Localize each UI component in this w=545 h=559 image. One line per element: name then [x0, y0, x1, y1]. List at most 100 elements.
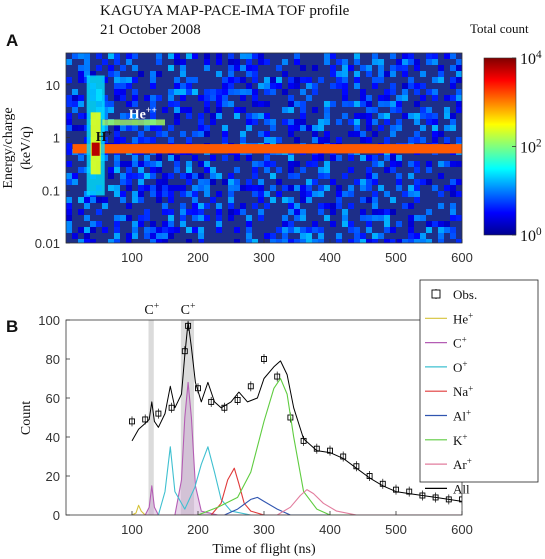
ion-marker-label: C+: [181, 301, 196, 318]
heatmap-noise-cell: [222, 179, 228, 185]
heatmap-noise-cell: [360, 215, 366, 221]
heatmap-noise-cell: [300, 89, 306, 95]
heatmap-noise-cell: [78, 95, 84, 101]
heatmap-noise-cell: [294, 239, 300, 243]
heatmap-noise-cell: [318, 119, 324, 125]
heatmap-noise-cell: [444, 113, 450, 119]
heatmap-noise-cell: [66, 215, 72, 221]
heatmap-noise-cell: [390, 167, 396, 173]
heatmap-noise-cell: [432, 137, 438, 143]
heatmap-noise-cell: [378, 65, 384, 71]
heatmap-noise-cell: [186, 209, 192, 215]
heatmap-noise-cell: [210, 155, 216, 161]
heatmap-noise-cell: [372, 107, 378, 113]
heatmap-noise-cell: [126, 173, 132, 179]
heatmap-noise-cell: [258, 185, 264, 191]
heatmap-noise-cell: [234, 89, 240, 95]
heatmap-noise-cell: [258, 101, 264, 107]
heatmap-noise-cell: [402, 71, 408, 77]
heatmap-noise-cell: [120, 77, 126, 83]
heatmap-noise-cell: [456, 89, 462, 95]
heatmap-noise-cell: [366, 113, 372, 119]
heatmap-noise-cell: [384, 95, 390, 101]
heatmap-noise-cell: [390, 65, 396, 71]
heatmap-noise-cell: [144, 137, 150, 143]
heatmap-noise-cell: [180, 95, 186, 101]
heatmap-noise-cell: [288, 221, 294, 227]
heatmap-noise-cell: [252, 113, 258, 119]
heatmap-noise-cell: [294, 101, 300, 107]
heatmap-noise-cell: [114, 59, 120, 65]
heatmap-noise-cell: [132, 95, 138, 101]
heatmap-noise-cell: [252, 53, 258, 59]
heatmap-noise-cell: [288, 173, 294, 179]
heatmap-noise-cell: [156, 131, 162, 137]
heatmap-noise-cell: [420, 215, 426, 221]
heatmap-noise-cell: [246, 71, 252, 77]
heatmap-noise-cell: [78, 101, 84, 107]
heatmap-noise-cell: [186, 227, 192, 233]
heatmap-annotation-he: He++: [129, 105, 158, 122]
heatmap-noise-cell: [234, 227, 240, 233]
heatmap-noise-cell: [396, 239, 402, 243]
heatmap-noise-cell: [336, 197, 342, 203]
heatmap-noise-cell: [192, 209, 198, 215]
heatmap-x-tick-label: 400: [319, 250, 341, 265]
heatmap-noise-cell: [360, 197, 366, 203]
heatmap-noise-cell: [114, 77, 120, 83]
heatmap-noise-cell: [156, 167, 162, 173]
heatmap-noise-cell: [288, 167, 294, 173]
heatmap-noise-cell: [246, 113, 252, 119]
line-y-tick-label: 40: [46, 430, 60, 445]
heatmap-noise-cell: [102, 59, 108, 65]
obs-marker: [393, 486, 399, 493]
heatmap-noise-cell: [336, 233, 342, 239]
heatmap-noise-cell: [372, 83, 378, 89]
heatmap-noise-cell: [78, 209, 84, 215]
heatmap-noise-cell: [372, 59, 378, 65]
heatmap-noise-cell: [276, 191, 282, 197]
line-y-tick-label: 0: [53, 508, 60, 523]
series-line-o: [132, 446, 462, 515]
heatmap-noise-cell: [366, 167, 372, 173]
heatmap-noise-cell: [72, 53, 78, 59]
heatmap-noise-cell: [72, 107, 78, 113]
heatmap-noise-cell: [312, 125, 318, 131]
heatmap-noise-cell: [450, 215, 456, 221]
heatmap-noise-cell: [300, 119, 306, 125]
heatmap-noise-cell: [372, 215, 378, 221]
heatmap-noise-cell: [300, 125, 306, 131]
heatmap-noise-cell: [84, 59, 90, 65]
heatmap-noise-cell: [168, 173, 174, 179]
heatmap-noise-cell: [360, 89, 366, 95]
heatmap-noise-cell: [198, 173, 204, 179]
heatmap-noise-cell: [186, 173, 192, 179]
heatmap-noise-cell: [300, 113, 306, 119]
heatmap-noise-cell: [354, 227, 360, 233]
heatmap-noise-cell: [390, 83, 396, 89]
heatmap-noise-cell: [114, 95, 120, 101]
heatmap-noise-cell: [372, 203, 378, 209]
heatmap-noise-cell: [294, 125, 300, 131]
heatmap-noise-cell: [336, 59, 342, 65]
heatmap-noise-cell: [222, 95, 228, 101]
heatmap-noise-cell: [372, 119, 378, 125]
heatmap-noise-cell: [192, 197, 198, 203]
heatmap-noise-cell: [438, 221, 444, 227]
heatmap-noise-cell: [240, 209, 246, 215]
heatmap-noise-cell: [174, 83, 180, 89]
heatmap-noise-cell: [456, 215, 462, 221]
heatmap-noise-cell: [144, 215, 150, 221]
heatmap-noise-cell: [198, 227, 204, 233]
heatmap-noise-cell: [150, 161, 156, 167]
heatmap-noise-cell: [186, 167, 192, 173]
heatmap-noise-cell: [270, 137, 276, 143]
heatmap-noise-cell: [168, 215, 174, 221]
heatmap-noise-cell: [282, 239, 288, 243]
heatmap-noise-cell: [408, 137, 414, 143]
heatmap-noise-cell: [138, 197, 144, 203]
heatmap-noise-cell: [366, 95, 372, 101]
heatmap-noise-cell: [294, 119, 300, 125]
legend-label-he: He+: [453, 310, 473, 326]
heatmap-noise-cell: [264, 131, 270, 137]
